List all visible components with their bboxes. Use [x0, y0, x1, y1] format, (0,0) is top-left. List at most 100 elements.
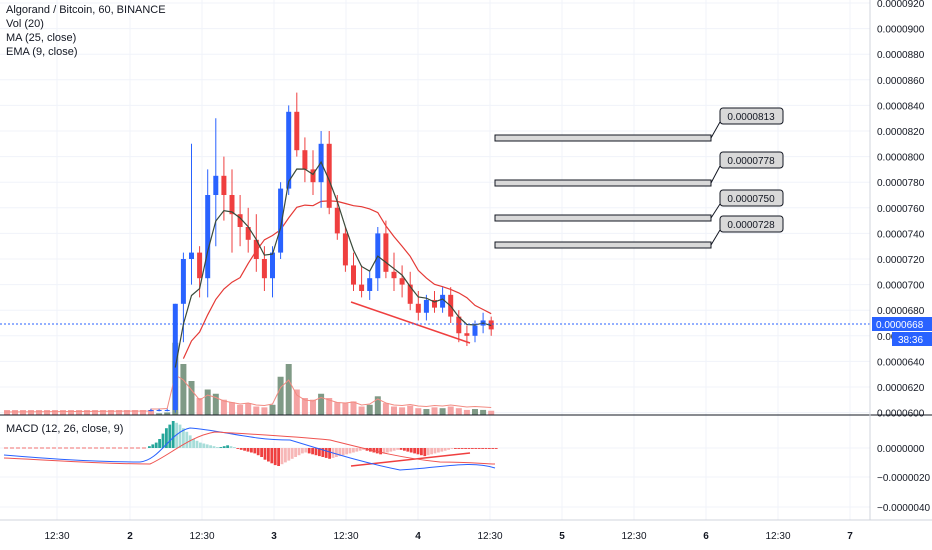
macd-histogram-bar — [34, 447, 38, 449]
volume-bar — [253, 406, 260, 415]
macd-histogram-bar — [406, 448, 410, 452]
macd-histogram-bar — [239, 448, 243, 450]
macd-histogram-bar — [209, 445, 212, 448]
volume-bar — [36, 410, 42, 415]
volume-bar — [20, 410, 26, 415]
volume-bar — [358, 406, 365, 415]
vol-legend[interactable]: Vol (20) — [6, 18, 44, 30]
macd-histogram-bar — [243, 448, 246, 451]
macd-histogram-bar — [82, 447, 86, 449]
macd-histogram-bar — [192, 439, 195, 448]
price-tick: 0.0000740 — [877, 229, 925, 240]
candle-body — [180, 259, 186, 304]
macd-histogram-bar — [280, 448, 284, 465]
candle-body — [359, 284, 365, 291]
macd-histogram-bar — [304, 448, 308, 453]
macd-histogram-bar — [433, 448, 437, 454]
macd-histogram-bar — [130, 447, 134, 449]
macd-histogram-bar — [457, 448, 461, 449]
price-tick: 0.0000680 — [877, 306, 925, 317]
price-tick: 0.0000700 — [877, 281, 925, 292]
macd-histogram-bar — [136, 447, 140, 449]
level-label-box[interactable] — [719, 107, 784, 125]
level-bar[interactable] — [494, 179, 712, 187]
volume-bar — [204, 389, 211, 415]
macd-histogram-bar — [195, 440, 199, 448]
level-label-box[interactable] — [719, 151, 784, 169]
candle-body — [213, 175, 219, 195]
price-tick: 0.0000860 — [877, 76, 925, 87]
volume-bar — [180, 364, 187, 415]
macd-histogram-bar — [484, 448, 488, 449]
price-axis[interactable]: 0.0000920 0.0000900 0.0000880 0.0000860 0.00… — [877, 0, 925, 420]
macd-histogram-bar — [358, 448, 362, 451]
volume-bar — [455, 408, 462, 415]
volume-bar — [318, 393, 325, 415]
volume-bar — [488, 410, 495, 415]
macd-histogram-bar — [389, 448, 393, 452]
level-label-box[interactable] — [719, 215, 784, 233]
volume-bar — [245, 403, 252, 415]
volume-bar — [480, 409, 487, 415]
macd-histogram-bar — [481, 448, 484, 449]
time-tick: 12:30 — [333, 531, 358, 542]
volume-bar — [116, 410, 122, 415]
volume-bar — [415, 408, 422, 415]
volume-bar — [76, 410, 82, 415]
time-tick: 5 — [559, 531, 565, 542]
macd-legend[interactable]: MACD (12, 26, close, 9) — [6, 423, 124, 435]
macd-histogram-bar — [165, 428, 168, 448]
macd-histogram-bar — [46, 447, 50, 449]
macd-histogram-bar — [318, 448, 321, 457]
volume-bar — [407, 405, 414, 415]
volume-bar — [301, 398, 308, 415]
candle-body — [472, 325, 478, 336]
macd-histogram-bar — [76, 447, 80, 449]
macd-tick: −0.0000040 — [877, 503, 931, 514]
macd-histogram-bar — [270, 448, 274, 464]
level-bar[interactable] — [494, 214, 712, 222]
volume-bar — [100, 410, 106, 415]
macd-histogram-bar — [382, 448, 386, 454]
symbol-title[interactable]: Algorand / Bitcoin, 60, BINANCE — [6, 4, 166, 16]
macd-histogram-bar — [277, 448, 280, 466]
volume-bar — [148, 410, 154, 415]
volume-bar — [334, 402, 341, 415]
candle-body — [326, 143, 332, 208]
macd-histogram-bar — [423, 448, 427, 457]
macd-histogram-bar — [471, 448, 474, 449]
grid — [0, 0, 870, 520]
macd-line — [3, 427, 496, 471]
macd-histogram-bar — [70, 447, 74, 449]
macd-histogram-bar — [379, 448, 382, 455]
volume-bar — [84, 410, 90, 415]
time-axis[interactable]: 12:30 2 12:30 3 12:30 4 12:30 5 12:30 6 12:30 7 — [44, 531, 853, 542]
level-bar[interactable] — [494, 241, 712, 249]
macd-histogram-bar — [202, 443, 206, 448]
volume-ma-line — [3, 374, 492, 413]
macd-histogram-bar — [199, 442, 202, 448]
macd-histogram-bar — [403, 448, 406, 451]
macd-histogram-bar — [420, 448, 423, 456]
candle-body — [221, 175, 227, 195]
macd-histogram-bar — [290, 448, 294, 459]
ma-legend[interactable]: MA (25, close) — [6, 32, 77, 44]
macd-histogram-bar — [375, 448, 379, 454]
time-tick: 2 — [127, 531, 133, 542]
volume-bar — [188, 381, 195, 415]
level-bar[interactable] — [494, 134, 712, 142]
macd-histogram-bar — [256, 448, 260, 456]
macd-histogram-bar — [64, 447, 68, 449]
macd-histogram-bar — [112, 447, 116, 449]
level-label-box[interactable] — [719, 189, 784, 207]
macd-histogram-bar — [212, 446, 216, 448]
candle-body — [189, 252, 194, 259]
candle-body — [334, 207, 340, 234]
macd-histogram-bar — [294, 448, 297, 457]
volume-bar — [132, 410, 138, 415]
macd-histogram-bar — [287, 448, 291, 461]
level-label: 0.0000778 — [727, 156, 775, 167]
ema-legend[interactable]: EMA (9, close) — [6, 46, 78, 58]
macd-axis[interactable]: 0.0000000 −0.0000020 −0.0000040 — [877, 444, 931, 514]
